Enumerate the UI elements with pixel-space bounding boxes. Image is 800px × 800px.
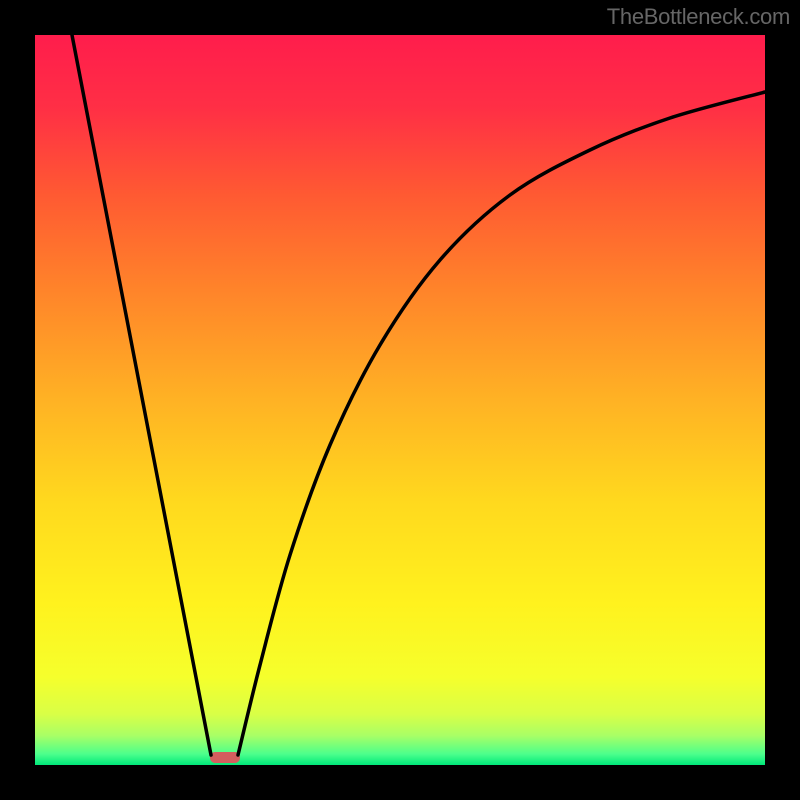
- attribution-label: TheBottleneck.com: [607, 4, 790, 30]
- curve-left-branch: [72, 35, 211, 755]
- curve-right-branch: [238, 92, 765, 755]
- plot-frame: [35, 35, 765, 765]
- chart-container: TheBottleneck.com: [0, 0, 800, 800]
- bottleneck-curve: [35, 35, 765, 765]
